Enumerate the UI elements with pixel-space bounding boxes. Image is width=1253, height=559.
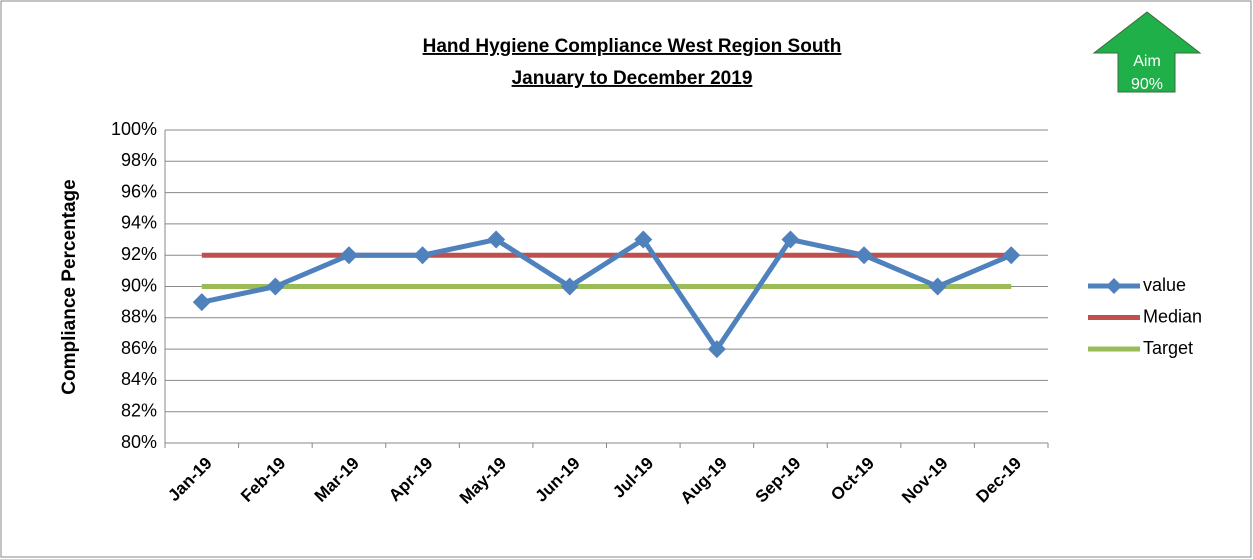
y-tick-label: 98% <box>121 150 157 170</box>
y-tick-label: 96% <box>121 181 157 201</box>
marker <box>781 230 800 249</box>
annotation: 90% <box>1131 76 1163 93</box>
y-tick-label: 80% <box>121 432 157 452</box>
marker <box>560 277 579 296</box>
marker <box>487 230 506 249</box>
marker <box>634 230 653 249</box>
marker <box>855 246 874 265</box>
chart-subtitle: January to December 2019 <box>512 68 753 89</box>
series-line <box>201 237 1013 352</box>
legend-label: Target <box>1143 338 1193 358</box>
legend-label: value <box>1143 275 1186 295</box>
marker <box>339 246 358 265</box>
marker <box>192 293 211 312</box>
annotation: Aim <box>1133 53 1161 70</box>
marker <box>928 277 947 296</box>
y-tick-label: 90% <box>121 275 157 295</box>
chart-title: Hand Hygiene Compliance West Region Sout… <box>423 36 842 57</box>
y-tick-label: 88% <box>121 307 157 327</box>
marker <box>413 246 432 265</box>
y-axis-label: Compliance Percentage <box>59 179 80 394</box>
aim-arrow <box>1092 11 1202 93</box>
marker <box>707 340 726 359</box>
legend-marker <box>1106 278 1122 294</box>
marker <box>266 277 285 296</box>
y-tick-label: 100% <box>111 119 157 139</box>
y-tick-label: 94% <box>121 213 157 233</box>
y-tick-label: 86% <box>121 338 157 358</box>
marker <box>1002 246 1021 265</box>
y-tick-label: 82% <box>121 400 157 420</box>
legend-label: Median <box>1143 306 1202 326</box>
y-tick-label: 84% <box>121 369 157 389</box>
y-tick-label: 92% <box>121 244 157 264</box>
